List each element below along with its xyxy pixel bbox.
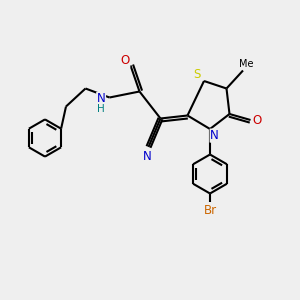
Text: N: N: [97, 92, 106, 106]
Text: Me: Me: [239, 59, 254, 69]
Text: N: N: [210, 129, 219, 142]
Text: H: H: [97, 104, 105, 114]
Text: O: O: [121, 54, 130, 68]
Text: Br: Br: [203, 203, 217, 217]
Text: N: N: [142, 149, 152, 163]
Text: S: S: [193, 68, 200, 82]
Text: O: O: [253, 113, 262, 127]
